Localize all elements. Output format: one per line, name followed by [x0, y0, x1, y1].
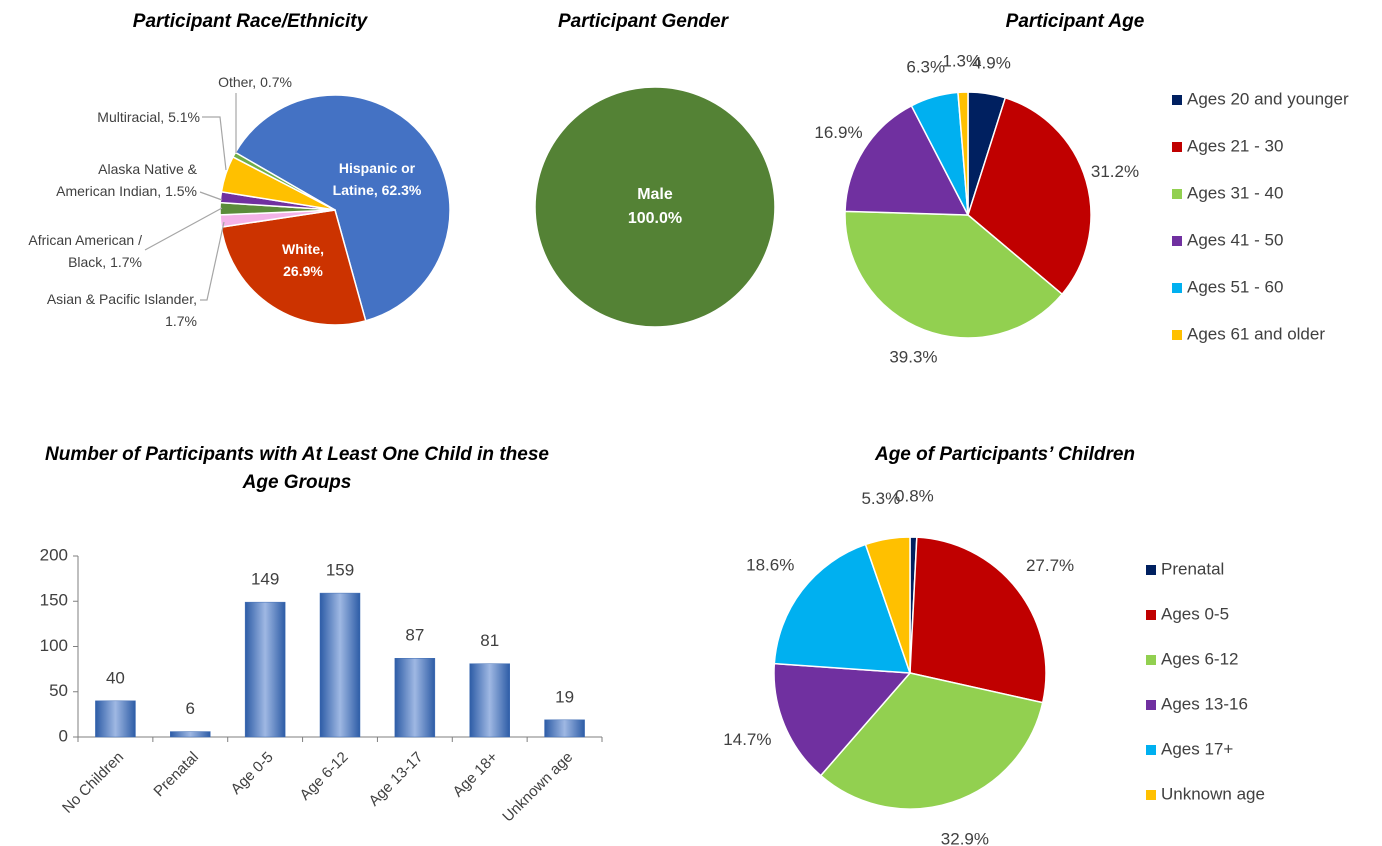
legend-label: Ages 17+: [1161, 739, 1233, 758]
bar: [244, 601, 286, 738]
data-label: Alaska Native & American Indian, 1.5%: [56, 161, 197, 199]
pie-slice: [864, 536, 911, 674]
legend-swatch: [1172, 283, 1182, 293]
legend-label: Ages 20 and younger: [1187, 89, 1349, 108]
pie-slice: [967, 96, 1092, 296]
data-label: 39.3%: [889, 347, 937, 366]
y-tick-label: 0: [59, 726, 68, 745]
legend-label: Ages 0-5: [1161, 604, 1229, 623]
data-label: 31.2%: [1091, 162, 1139, 181]
data-label: Other, 0.7%: [218, 74, 292, 90]
data-label: 0.8%: [895, 487, 934, 506]
legend-label: Ages 21 - 30: [1187, 136, 1283, 155]
data-label: 149: [251, 570, 279, 589]
x-tick-label: Unknown age: [499, 749, 576, 826]
bar: [544, 719, 585, 738]
pie-slice: [957, 91, 969, 216]
data-label: African American / Black, 1.7%: [28, 232, 142, 270]
pie-slice: [819, 672, 1044, 810]
data-label: 6: [186, 699, 195, 718]
legend-swatch: [1146, 700, 1156, 710]
data-label: 6.3%: [906, 57, 945, 76]
chart-title: Age of Participants’ Children: [874, 444, 1136, 465]
leader-line: [200, 221, 225, 301]
data-label: 19: [555, 687, 574, 706]
data-label: 159: [326, 561, 354, 580]
data-label: 100.0%: [628, 210, 682, 227]
legend-label: Ages 13-16: [1161, 694, 1248, 713]
chart-title: Number of Participants with At Least One…: [45, 444, 549, 493]
legend-swatch: [1172, 142, 1182, 152]
data-label: 40: [106, 668, 125, 687]
pie-slice: [534, 86, 776, 328]
legend-swatch: [1172, 95, 1182, 105]
legend-swatch: [1146, 745, 1156, 755]
data-label: 16.9%: [814, 123, 862, 142]
y-tick-label: 100: [40, 636, 68, 655]
chart-title: Participant Gender: [558, 11, 728, 32]
data-label: 87: [405, 626, 424, 645]
x-tick-label: Age 6-12: [297, 749, 352, 804]
leader-line: [144, 207, 223, 251]
chart-title: Participant Age: [1005, 11, 1145, 32]
pie-slice: [909, 536, 1047, 704]
legend-swatch: [1172, 330, 1182, 340]
data-label: 4.9%: [972, 53, 1011, 72]
pie-slice: [844, 104, 970, 216]
bar: [95, 700, 136, 738]
data-label: Hispanic or Latine, 62.3%: [332, 160, 422, 198]
legend-label: Ages 31 - 40: [1187, 183, 1283, 202]
data-label: White, 26.9%: [282, 241, 324, 279]
bar: [469, 663, 510, 738]
y-tick-label: 50: [49, 681, 68, 700]
legend-swatch: [1146, 610, 1156, 620]
x-tick-label: Age 0-5: [228, 749, 277, 798]
legend-label: Unknown age: [1161, 784, 1265, 803]
leader-line: [202, 116, 227, 171]
legend-label: Ages 41 - 50: [1187, 230, 1283, 249]
legend-label: Prenatal: [1161, 559, 1224, 578]
x-tick-label: Age 13-17: [366, 749, 427, 810]
data-label: 14.7%: [723, 730, 771, 749]
data-label: Multiracial, 5.1%: [97, 109, 200, 125]
legend-swatch: [1172, 189, 1182, 199]
leader-line: [199, 191, 223, 201]
pie-slice: [234, 94, 451, 322]
legend-label: Ages 6-12: [1161, 649, 1239, 668]
category-label: Male: [637, 186, 673, 203]
data-label: 81: [480, 631, 499, 650]
chart-title: Participant Race/Ethnicity: [132, 11, 368, 32]
pie-slice: [844, 210, 1064, 339]
y-tick-label: 150: [40, 591, 68, 610]
legend-swatch: [1146, 565, 1156, 575]
data-label: Asian & Pacific Islander, 1.7%: [46, 291, 197, 329]
bar: [170, 731, 211, 738]
bar: [319, 592, 361, 738]
legend-swatch: [1146, 790, 1156, 800]
legend-swatch: [1172, 236, 1182, 246]
data-label: 5.3%: [861, 489, 900, 508]
data-label: 1.3%: [942, 52, 981, 71]
data-label: 32.9%: [941, 830, 989, 846]
pie-slice: [773, 662, 912, 777]
data-label: 27.7%: [1026, 556, 1074, 575]
legend-swatch: [1146, 655, 1156, 665]
x-tick-label: Prenatal: [150, 749, 202, 801]
legend-label: Ages 51 - 60: [1187, 277, 1283, 296]
pie-slice: [220, 209, 367, 326]
data-label: 18.6%: [746, 555, 794, 574]
x-tick-label: Age 18+: [450, 748, 502, 800]
x-tick-label: No Children: [59, 749, 127, 817]
bar: [394, 658, 436, 738]
y-tick-label: 200: [40, 545, 68, 564]
legend-label: Ages 61 and older: [1187, 324, 1325, 343]
